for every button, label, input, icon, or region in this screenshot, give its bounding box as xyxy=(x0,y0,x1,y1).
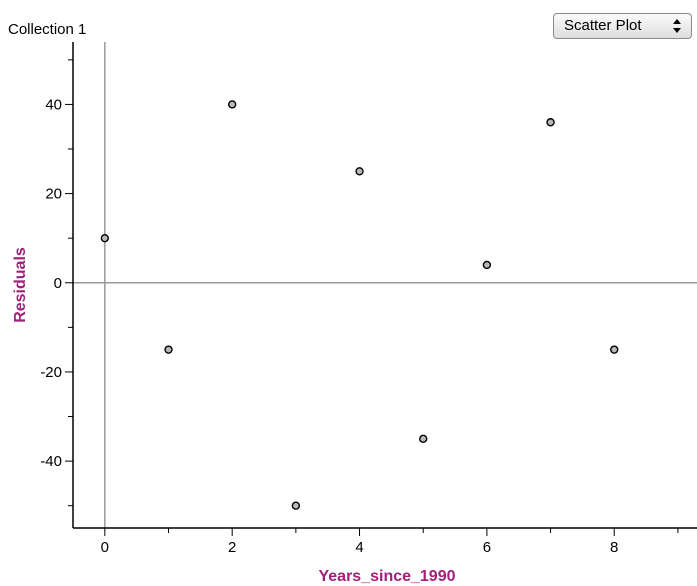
y-axis-ticks: 40 20 0 -20 -40 xyxy=(40,59,73,507)
data-point xyxy=(482,260,492,270)
data-point xyxy=(291,501,301,510)
data-point xyxy=(100,233,110,243)
up-down-arrows-icon xyxy=(667,17,687,35)
y-tick-label: 20 xyxy=(45,186,62,203)
x-axis-title: Years_since_1990 xyxy=(318,568,455,585)
x-tick-label: 4 xyxy=(355,539,363,556)
data-point xyxy=(610,345,619,354)
y-tick-label: -40 xyxy=(40,453,62,470)
data-point xyxy=(227,100,237,109)
x-tick-label: 8 xyxy=(610,539,618,556)
x-tick-label: 6 xyxy=(483,539,491,556)
x-axis-ticks: 0 2 4 6 8 xyxy=(101,528,679,556)
plot-type-select[interactable]: Scatter Plot xyxy=(553,13,692,39)
y-tick-label: 40 xyxy=(45,96,62,113)
y-axis-title: Residuals xyxy=(12,247,29,323)
data-point xyxy=(355,167,364,176)
reference-lines xyxy=(73,42,697,528)
data-points xyxy=(100,100,619,510)
plot-type-select-value: Scatter Plot xyxy=(564,17,642,34)
x-tick-label: 0 xyxy=(101,539,109,556)
data-point xyxy=(546,118,555,127)
x-tick-label: 2 xyxy=(228,539,236,556)
y-tick-label: 0 xyxy=(54,275,62,292)
data-point xyxy=(419,434,428,444)
data-point xyxy=(164,345,173,354)
axes xyxy=(72,42,697,529)
collection-title: Collection 1 xyxy=(8,21,87,38)
y-tick-label: -20 xyxy=(40,364,62,381)
